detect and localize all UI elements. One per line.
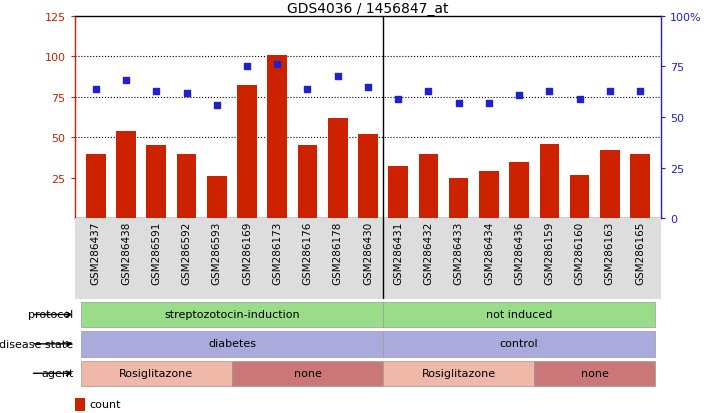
Text: GSM286436: GSM286436	[514, 221, 524, 285]
Bar	[81, 361, 232, 386]
Bar	[383, 331, 655, 357]
Text: GSM286173: GSM286173	[272, 221, 282, 285]
Text: Rosiglitazone: Rosiglitazone	[119, 368, 193, 378]
Text: GSM286430: GSM286430	[363, 221, 373, 285]
Text: GSM286169: GSM286169	[242, 221, 252, 285]
Bar	[630, 154, 650, 219]
Text: GSM286165: GSM286165	[635, 221, 645, 285]
Point	[392, 96, 404, 103]
Text: agent: agent	[41, 368, 73, 378]
Point	[604, 88, 616, 95]
Point	[272, 62, 283, 69]
Text: diabetes: diabetes	[208, 339, 256, 349]
Bar	[570, 175, 589, 219]
Point	[151, 88, 162, 95]
Bar	[600, 151, 620, 219]
Bar	[146, 146, 166, 219]
Text: GSM286434: GSM286434	[484, 221, 494, 285]
Bar	[419, 154, 438, 219]
Text: GSM286438: GSM286438	[121, 221, 131, 285]
Bar	[358, 135, 378, 219]
Bar	[449, 178, 469, 219]
Point	[544, 88, 555, 95]
Bar	[75, 398, 85, 411]
Point	[483, 100, 495, 107]
Point	[301, 86, 313, 93]
Bar	[509, 162, 529, 219]
Text: control: control	[500, 339, 538, 349]
Text: GSM286431: GSM286431	[393, 221, 403, 285]
Bar	[207, 177, 227, 219]
Point	[211, 102, 223, 109]
Text: GSM286163: GSM286163	[605, 221, 615, 285]
Bar	[86, 154, 106, 219]
Text: GSM286591: GSM286591	[151, 221, 161, 285]
Text: count: count	[90, 399, 121, 409]
Bar	[534, 361, 655, 386]
Text: disease state: disease state	[0, 339, 73, 349]
Bar	[81, 302, 383, 328]
Text: GSM286159: GSM286159	[545, 221, 555, 285]
Point	[181, 90, 192, 97]
Bar	[177, 154, 196, 219]
Point	[90, 86, 102, 93]
Bar	[298, 146, 317, 219]
Text: none: none	[581, 368, 609, 378]
Point	[332, 74, 343, 81]
Bar	[540, 145, 559, 219]
Text: none: none	[294, 368, 321, 378]
Bar	[232, 361, 383, 386]
Point	[120, 78, 132, 85]
Point	[453, 100, 464, 107]
Text: GSM286178: GSM286178	[333, 221, 343, 285]
Point	[423, 88, 434, 95]
Text: not induced: not induced	[486, 309, 552, 319]
Text: protocol: protocol	[28, 310, 73, 320]
Point	[634, 88, 646, 95]
Text: GSM286437: GSM286437	[91, 221, 101, 285]
Bar	[81, 331, 383, 357]
Bar	[267, 55, 287, 219]
Text: Rosiglitazone: Rosiglitazone	[422, 368, 496, 378]
Point	[574, 96, 585, 103]
Text: GSM286433: GSM286433	[454, 221, 464, 285]
Text: GSM286176: GSM286176	[302, 221, 312, 285]
Point	[362, 84, 374, 91]
Text: GSM286160: GSM286160	[574, 221, 584, 285]
Text: GSM286432: GSM286432	[424, 221, 434, 285]
Bar	[479, 172, 498, 219]
Bar	[388, 167, 408, 219]
Title: GDS4036 / 1456847_at: GDS4036 / 1456847_at	[287, 2, 449, 16]
Point	[513, 92, 525, 99]
Bar	[116, 131, 136, 219]
Point	[241, 64, 252, 70]
Bar	[237, 86, 257, 219]
Bar	[383, 302, 655, 328]
Bar	[383, 361, 534, 386]
Bar	[328, 119, 348, 219]
Text: GSM286592: GSM286592	[181, 221, 191, 285]
Text: streptozotocin-induction: streptozotocin-induction	[164, 309, 300, 319]
Text: GSM286593: GSM286593	[212, 221, 222, 285]
